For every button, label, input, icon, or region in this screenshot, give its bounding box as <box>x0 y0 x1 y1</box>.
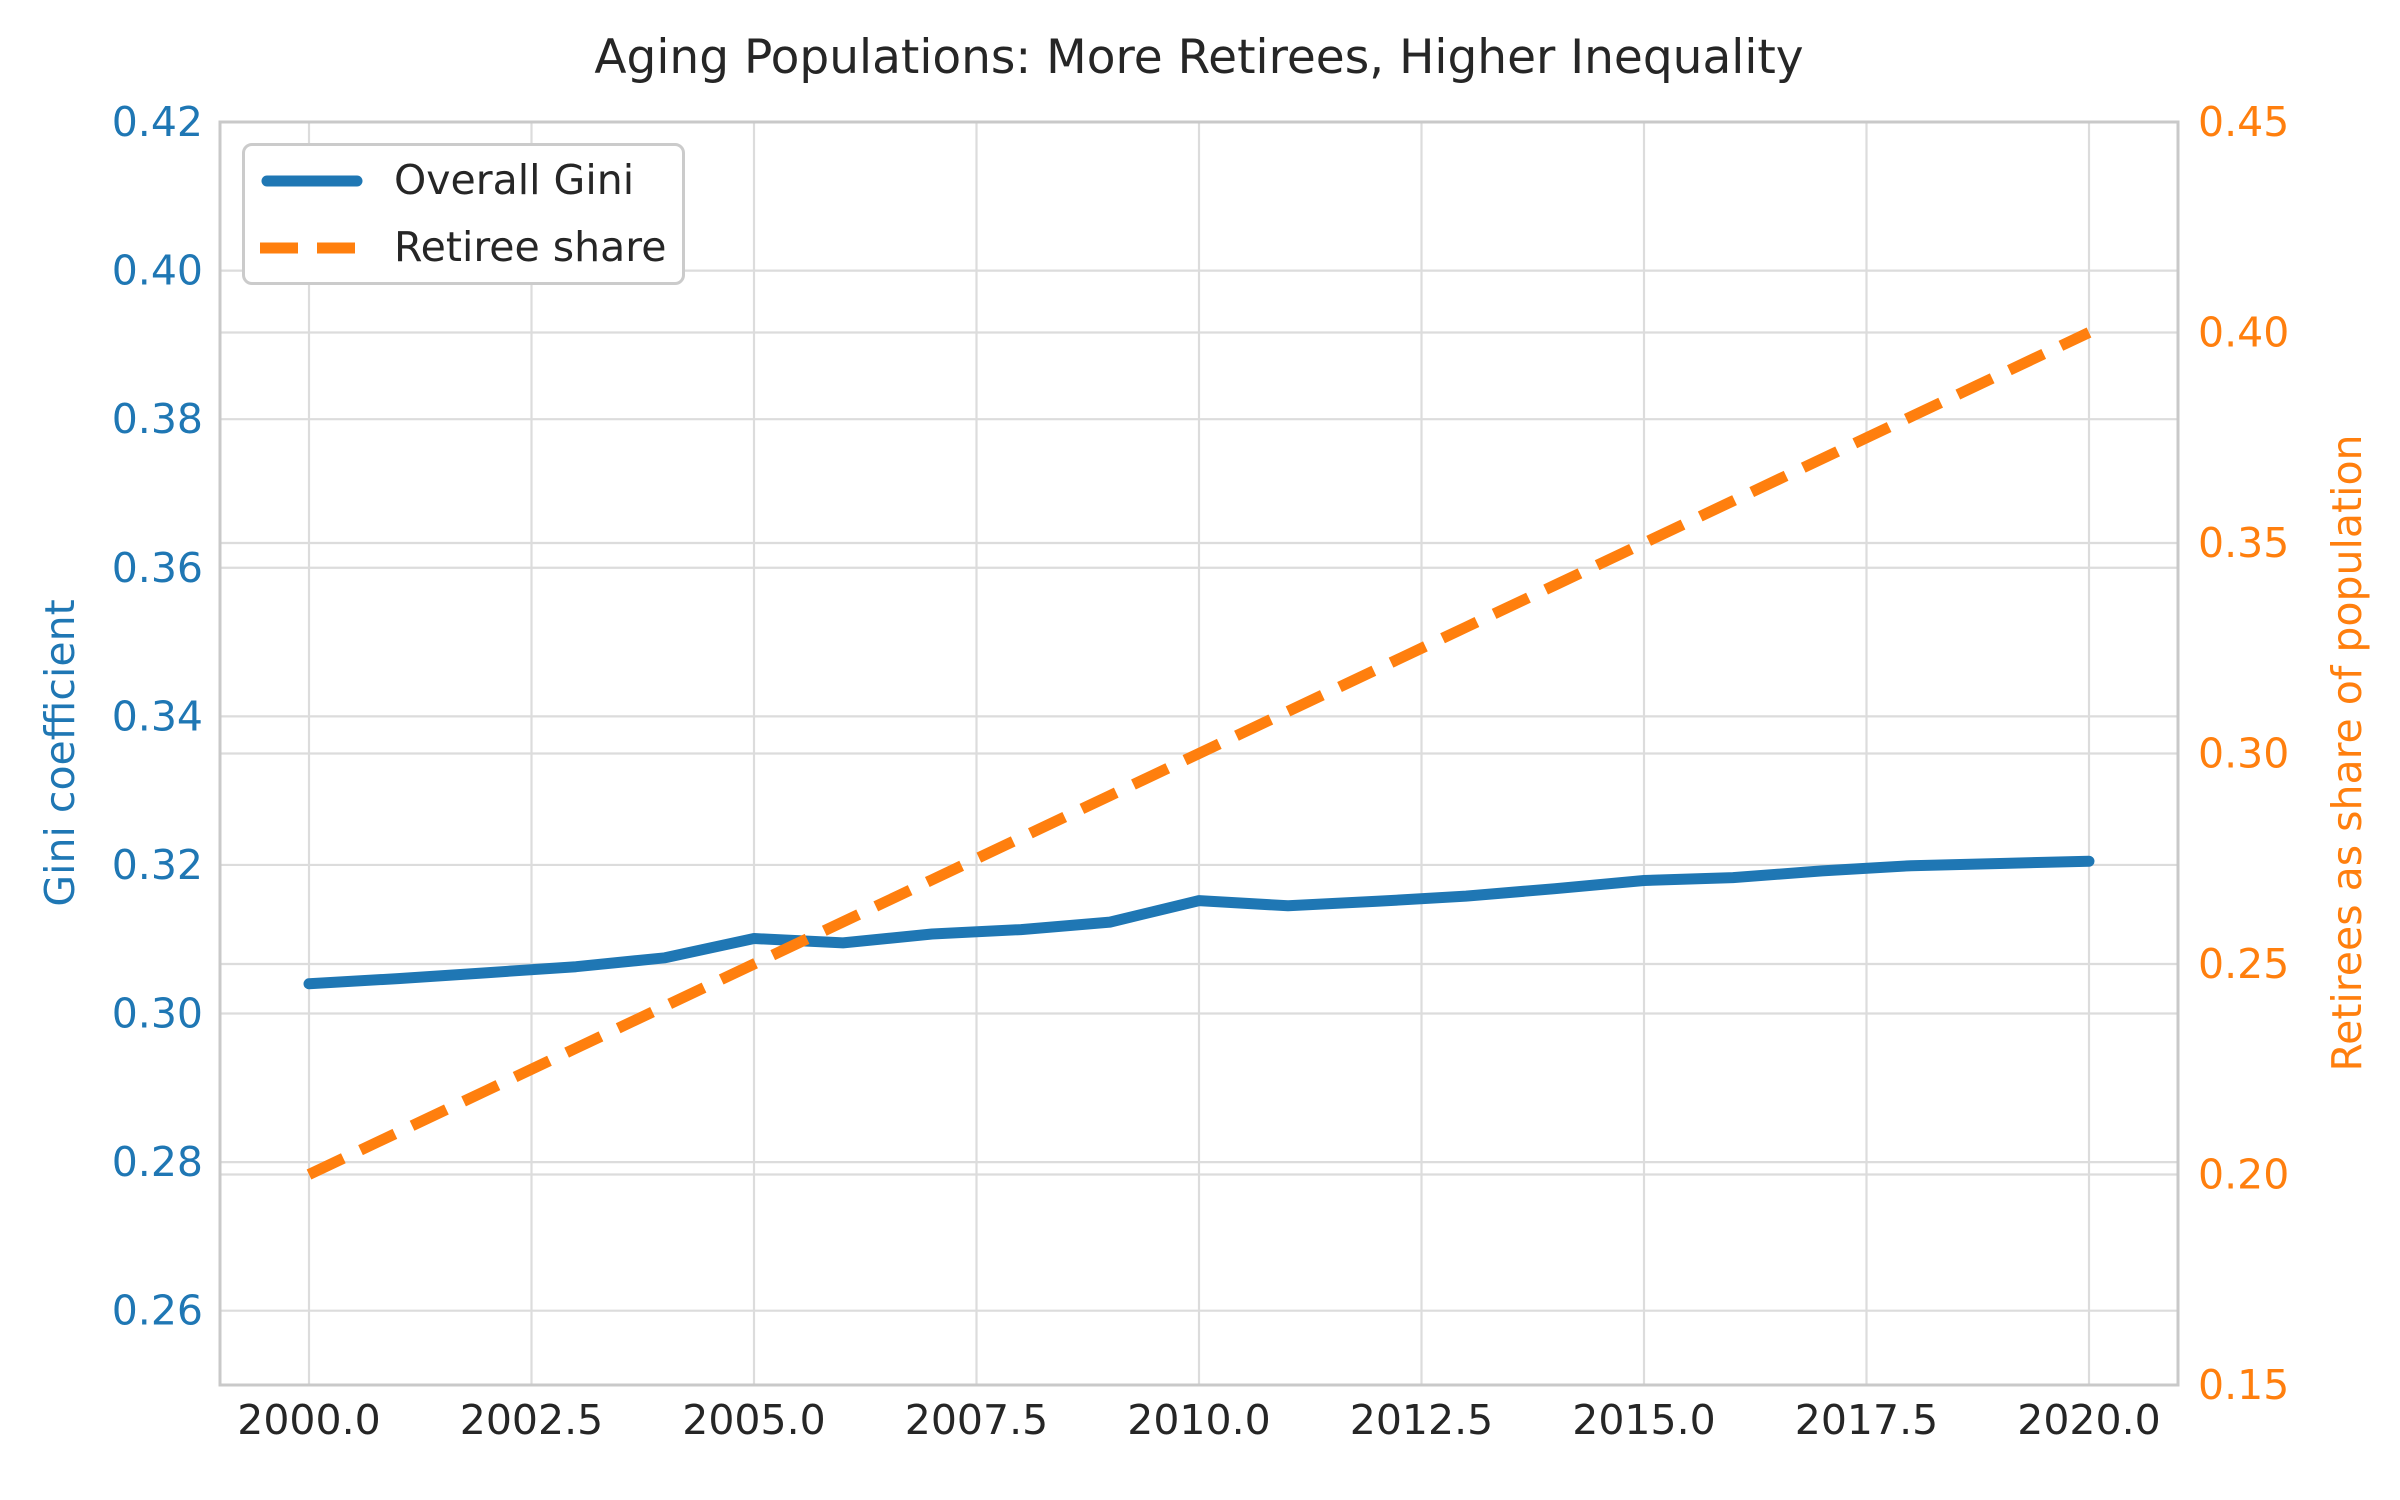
y-left-tick-label: 0.32 <box>112 841 203 889</box>
y-right-tick-label: 0.45 <box>2198 98 2289 146</box>
legend-line-sample-dashed-icon <box>260 242 364 253</box>
tick-labels: 0.26 0.28 0.30 0.32 0.34 0.36 0.38 0.40 0.42 0.15… <box>112 98 2290 1444</box>
x-tick-label: 2017.5 <box>1795 1396 1938 1444</box>
y-right-tick-label: 0.35 <box>2198 519 2289 567</box>
x-tick-label: 2012.5 <box>1350 1396 1493 1444</box>
plot-border <box>218 120 2180 1387</box>
legend: Overall Gini Retiree share <box>242 143 685 285</box>
y-right-tick-label: 0.30 <box>2198 730 2289 778</box>
y-right-tick-label: 0.15 <box>2198 1361 2289 1409</box>
y-left-tick-label: 0.34 <box>112 692 203 740</box>
legend-line-sample-solid-icon <box>261 175 363 186</box>
x-tick-label: 2015.0 <box>1572 1396 1715 1444</box>
x-tick-label: 2002.5 <box>460 1396 603 1444</box>
legend-entry-retiree-share: Retiree share <box>260 227 682 268</box>
x-tick-label: 2000.0 <box>237 1396 380 1444</box>
chart-title: Aging Populations: More Retirees, Higher… <box>594 30 1804 85</box>
y-right-tick-label: 0.25 <box>2198 940 2289 988</box>
y-axis-label-right: Retirees as share of population <box>2323 434 2371 1072</box>
y-left-tick-label: 0.42 <box>112 98 203 146</box>
x-tick-label: 2010.0 <box>1127 1396 1270 1444</box>
y-right-tick-label: 0.20 <box>2198 1151 2289 1199</box>
legend-label-overall-gini: Overall Gini <box>394 156 635 204</box>
series-line-retiree-share <box>306 327 2092 1180</box>
y-left-tick-label: 0.26 <box>112 1287 203 1335</box>
y-left-tick-label: 0.30 <box>112 990 203 1038</box>
legend-entry-overall-gini: Overall Gini <box>260 160 682 201</box>
y-left-tick-label: 0.38 <box>112 395 203 443</box>
y-axis-label-left: Gini coefficient <box>36 599 84 907</box>
y-left-tick-label: 0.36 <box>112 544 203 592</box>
x-tick-label: 2005.0 <box>682 1396 825 1444</box>
y-left-tick-label: 0.40 <box>112 247 203 295</box>
x-tick-label: 2007.5 <box>905 1396 1048 1444</box>
series-line-overall-gini <box>303 855 2095 990</box>
legend-label-retiree-share: Retiree share <box>394 223 667 271</box>
y-left-tick-label: 0.28 <box>112 1138 203 1186</box>
y-right-tick-label: 0.40 <box>2198 309 2289 357</box>
x-tick-label: 2020.0 <box>2017 1396 2160 1444</box>
